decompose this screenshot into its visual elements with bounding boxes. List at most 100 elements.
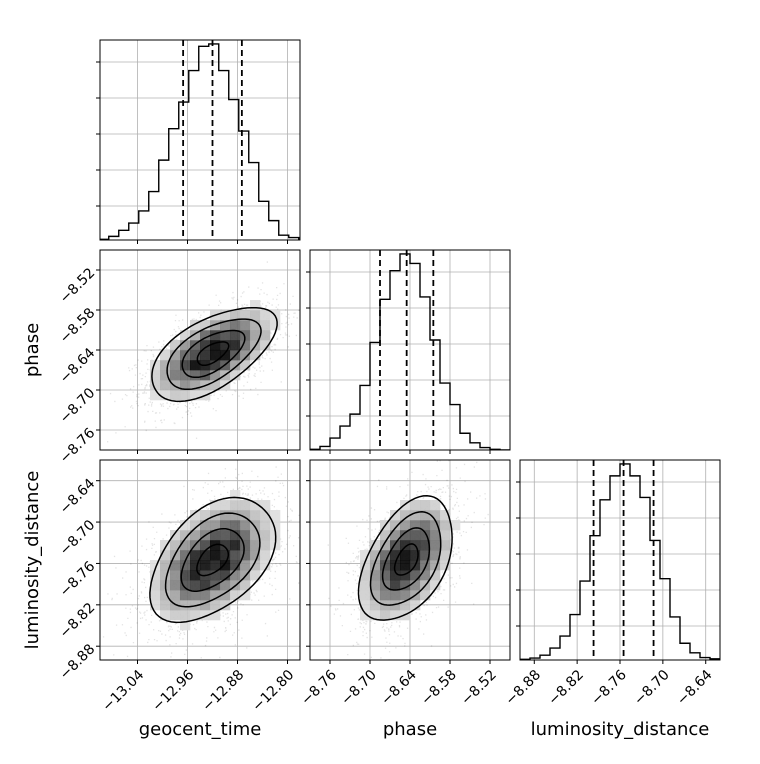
density-cell [160, 350, 171, 361]
density-cell [220, 340, 231, 351]
density-cell [190, 590, 201, 601]
density-cell [180, 360, 191, 371]
density-cell [220, 350, 231, 361]
contour-level-3 [166, 318, 262, 391]
density-cell [250, 310, 261, 321]
density-cell [200, 600, 211, 611]
density-cell [210, 600, 221, 611]
density-cell [170, 610, 181, 621]
density-cell [270, 520, 281, 531]
x-axis-label-luminosity_distance: luminosity_distance [531, 719, 710, 740]
density-cell [170, 570, 181, 581]
density-cell [240, 510, 251, 521]
contour-level-4 [151, 306, 278, 403]
density-cell [200, 520, 211, 531]
density-cell [410, 580, 421, 591]
panel-hist-phase [306, 249, 511, 454]
density-cell [190, 510, 201, 521]
density-cell [180, 620, 191, 631]
x-axis-label-geocent_time: geocent_time [139, 719, 262, 740]
density-cell [400, 570, 411, 581]
density-cell [200, 560, 211, 571]
density-cell [420, 570, 431, 581]
density-cell [360, 570, 371, 581]
density-cell [160, 570, 171, 581]
density-cell [210, 380, 221, 391]
density-cell [210, 360, 221, 371]
density-cell [360, 590, 371, 601]
density-cell [160, 600, 171, 611]
density-cell [200, 340, 211, 351]
x-tick-label: −8.64 [674, 667, 716, 709]
panel-density-geocent_time-luminosity_distance: −8.64−8.70−8.76−8.82−8.88 luminosity_dist… [22, 459, 301, 740]
x-tick-label: −8.82 [545, 667, 587, 709]
density-cell [420, 520, 431, 531]
density-cell [230, 490, 241, 501]
density-cell [440, 560, 451, 571]
density-cell [380, 570, 391, 581]
density-cell [150, 570, 161, 581]
panel-frame [99, 459, 301, 661]
density-cell [210, 350, 221, 361]
density-cell [400, 600, 411, 611]
density-cell [160, 380, 171, 391]
contour-level-2 [180, 527, 245, 592]
density-cell [170, 350, 181, 361]
density-cell [240, 340, 251, 351]
density-cell [240, 550, 251, 561]
density-cell [240, 570, 251, 581]
density-cell [220, 550, 231, 561]
density-cell [410, 570, 421, 581]
density-cell [430, 520, 441, 531]
density-cell [170, 390, 181, 401]
x-tick-label: −8.88 [503, 667, 545, 709]
density-cell [240, 320, 251, 331]
y-axis-label-phase: phase [22, 323, 43, 377]
density-cell [190, 530, 201, 541]
density-layer [102, 466, 300, 659]
x-tick-label: −8.76 [588, 667, 630, 709]
density-cell [230, 500, 241, 511]
density-cell [430, 570, 441, 581]
density-cell [200, 550, 211, 561]
density-cell [230, 360, 241, 371]
density-cell [160, 390, 171, 401]
density-cell [200, 590, 211, 601]
density-cell [380, 540, 391, 551]
y-axis-label-luminosity_distance: luminosity_distance [22, 471, 43, 650]
density-cell [150, 560, 161, 571]
density-cell [440, 520, 451, 531]
density-cell [200, 320, 211, 331]
density-cell [180, 340, 191, 351]
contour-level-4 [149, 496, 277, 624]
density-cell [230, 340, 241, 351]
density-cell [200, 510, 211, 521]
density-cell [240, 360, 251, 371]
density-cell [160, 610, 171, 621]
density-cell [260, 330, 271, 341]
density-cell [170, 340, 181, 351]
density-cell [410, 600, 421, 611]
density-cell [180, 540, 191, 551]
x-tick-label: −12.88 [199, 667, 247, 715]
density-cell [180, 330, 191, 341]
density-cell [260, 540, 271, 551]
density-cell [150, 360, 161, 371]
density-cell [230, 520, 241, 531]
y-tick-label: −8.70 [57, 385, 99, 427]
density-cell [200, 330, 211, 341]
density-cell [430, 550, 441, 561]
density-cell [250, 560, 261, 571]
density-cell [180, 530, 191, 541]
density-cell [250, 300, 261, 311]
density-cell [190, 390, 201, 401]
histogram-step-luminosity_distance [520, 463, 720, 660]
x-tick-label: −8.76 [298, 667, 340, 709]
density-cell [400, 590, 411, 601]
density-cell [400, 580, 411, 591]
contour-level-1 [196, 543, 230, 577]
density-cell [380, 590, 391, 601]
density-cell [360, 580, 371, 591]
density-cell [400, 520, 411, 531]
